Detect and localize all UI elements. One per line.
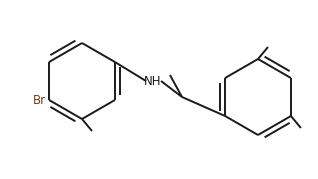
- Text: NH: NH: [144, 74, 162, 88]
- Text: Br: Br: [33, 93, 46, 107]
